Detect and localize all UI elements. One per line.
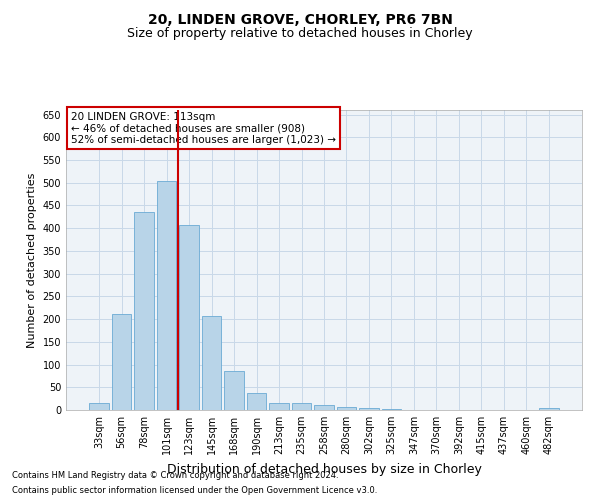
Text: Contains HM Land Registry data © Crown copyright and database right 2024.: Contains HM Land Registry data © Crown c… (12, 471, 338, 480)
Bar (382, 409, 401, 410)
Bar (269, 402, 289, 410)
Text: 20, LINDEN GROVE, CHORLEY, PR6 7BN: 20, LINDEN GROVE, CHORLEY, PR6 7BN (148, 12, 452, 26)
Y-axis label: Number of detached properties: Number of detached properties (27, 172, 37, 348)
Bar (134, 212, 154, 410)
Bar (89, 403, 109, 410)
Bar (224, 372, 244, 410)
Bar (157, 182, 176, 410)
X-axis label: Distribution of detached houses by size in Chorley: Distribution of detached houses by size … (167, 462, 481, 475)
Bar (202, 316, 221, 410)
Bar (112, 314, 131, 410)
Text: Contains public sector information licensed under the Open Government Licence v3: Contains public sector information licen… (12, 486, 377, 495)
Text: 20 LINDEN GROVE: 113sqm
← 46% of detached houses are smaller (908)
52% of semi-d: 20 LINDEN GROVE: 113sqm ← 46% of detache… (71, 112, 336, 144)
Bar (539, 408, 559, 410)
Bar (179, 224, 199, 410)
Bar (359, 408, 379, 410)
Text: Size of property relative to detached houses in Chorley: Size of property relative to detached ho… (127, 28, 473, 40)
Bar (247, 392, 266, 410)
Bar (314, 405, 334, 410)
Bar (292, 403, 311, 410)
Bar (337, 407, 356, 410)
